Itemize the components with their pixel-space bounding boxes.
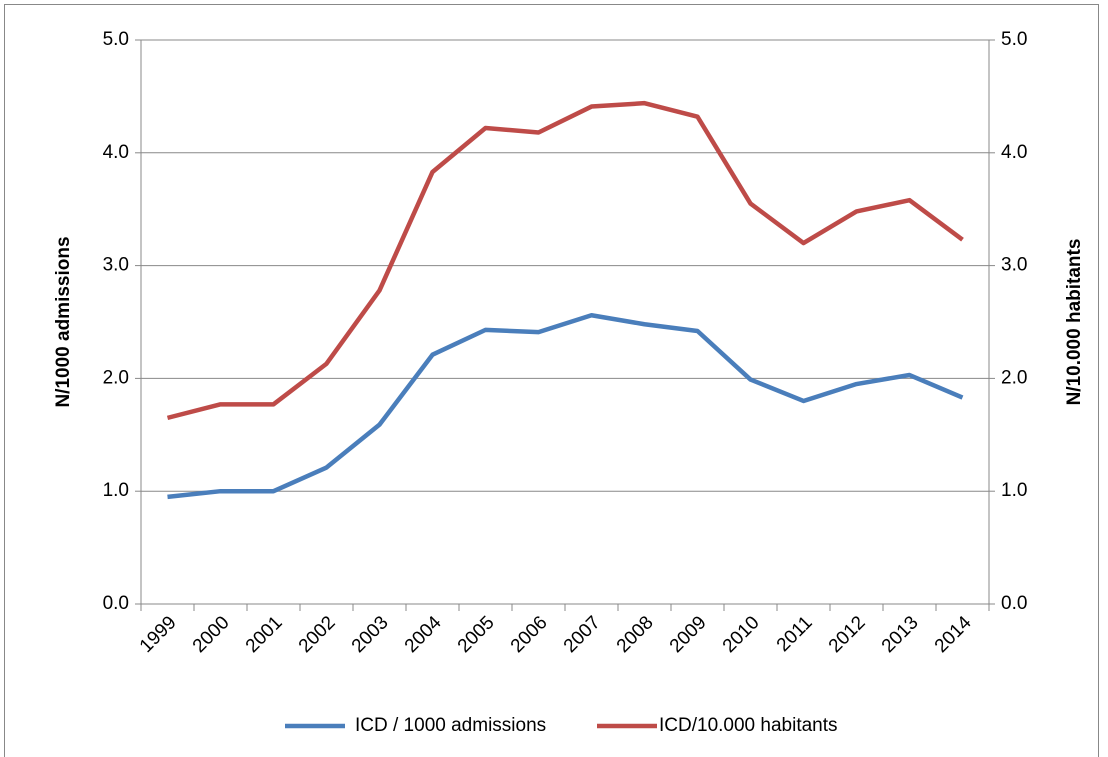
x-tick-label: 2009 (666, 612, 711, 657)
x-tick-label: 1999 (136, 612, 181, 657)
x-tick-label: 2010 (719, 612, 764, 657)
x-tick-label: 2012 (825, 612, 870, 657)
legend-label: ICD / 1000 admissions (355, 715, 546, 736)
x-tick-label: 2006 (507, 612, 552, 657)
x-tick-label: 2004 (401, 612, 446, 657)
y2-tick-label: 1.0 (1001, 480, 1027, 501)
x-tick-label: 2001 (242, 612, 287, 657)
x-tick-label: 2014 (931, 612, 976, 657)
y2-tick-label: 3.0 (1001, 255, 1027, 276)
series-line (166, 100, 964, 421)
y2-tick-label: 0.0 (1001, 593, 1027, 614)
series-line (167, 312, 964, 500)
x-tick-label: 2002 (295, 612, 340, 657)
y-tick-label: 3.0 (103, 255, 129, 276)
y2-axis-title: N/10.000 habitants (1064, 239, 1085, 406)
chart-border (4, 4, 1099, 757)
y2-tick-label: 4.0 (1001, 142, 1027, 163)
x-tick-label: 2013 (878, 612, 923, 657)
y-axis-title: N/1000 admissions (53, 236, 74, 407)
x-tick-label: 2003 (348, 612, 393, 657)
x-tick-label: 2008 (613, 612, 658, 657)
y-tick-label: 2.0 (103, 367, 129, 388)
y2-tick-label: 5.0 (1001, 29, 1027, 50)
y-tick-label: 1.0 (103, 480, 129, 501)
y2-tick-label: 2.0 (1001, 367, 1027, 388)
x-tick-label: 2005 (454, 612, 499, 657)
x-tick-label: 2011 (773, 612, 817, 656)
x-tick-label: 2007 (560, 612, 605, 657)
legend-label: ICD/10.000 habitants (659, 715, 838, 736)
x-tick-label: 2000 (189, 612, 234, 657)
y-tick-label: 5.0 (103, 29, 129, 50)
y-tick-label: 0.0 (103, 593, 129, 614)
y-tick-label: 4.0 (103, 142, 129, 163)
